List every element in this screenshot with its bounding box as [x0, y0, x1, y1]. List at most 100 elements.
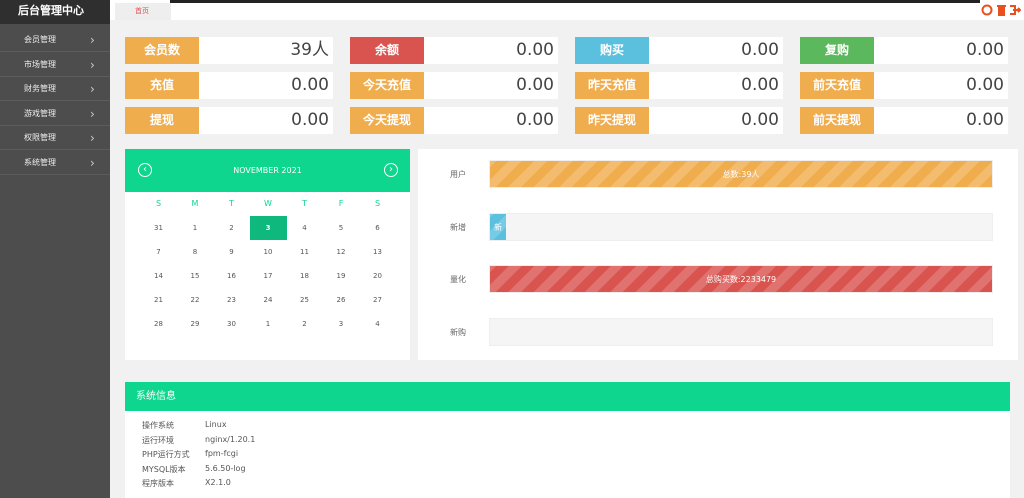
info-label: 运行环境: [142, 435, 174, 445]
calendar-day[interactable]: 4: [375, 320, 380, 328]
info-label: 程序版本: [142, 479, 174, 489]
calendar-day[interactable]: 9: [229, 248, 234, 256]
info-label: MYSQL版本: [142, 464, 186, 474]
calendar-day[interactable]: 10: [263, 248, 273, 256]
menu-item[interactable]: 会员管理: [0, 28, 110, 52]
info-value: 5.6.50-log: [205, 463, 246, 473]
weekday: W: [264, 199, 272, 208]
calendar-day[interactable]: 7: [156, 248, 161, 256]
progress-track: 总数:39人: [489, 160, 993, 188]
calendar-month: NOVEMBER 2021: [125, 149, 410, 192]
calendar-day[interactable]: 16: [227, 272, 236, 280]
progress-bar: 新: [490, 213, 506, 240]
calendar-day[interactable]: 1: [265, 320, 271, 328]
calendar-day[interactable]: 11: [300, 248, 309, 256]
progress-label: 量化: [450, 275, 466, 284]
menu-item[interactable]: 系统管理: [0, 151, 110, 175]
prev-month[interactable]: ‹: [138, 163, 152, 177]
progress-bar: 总数:39人: [490, 161, 992, 187]
stat-value: 0.00: [424, 72, 558, 99]
calendar-day[interactable]: 26: [336, 296, 346, 304]
calendar-day[interactable]: 22: [190, 296, 200, 304]
calendar-day[interactable]: 24: [263, 296, 273, 304]
calendar-day[interactable]: 6: [375, 224, 380, 232]
calendar-day[interactable]: 4: [302, 224, 307, 232]
info-value: fpm-fcgi: [205, 449, 239, 459]
exit-icon[interactable]: [1010, 5, 1021, 15]
info-value: X2.1.0: [205, 478, 231, 488]
calendar-day[interactable]: 3: [338, 320, 344, 328]
calendar-day[interactable]: 18: [300, 272, 309, 280]
calendar-day[interactable]: 12: [336, 248, 346, 256]
calendar-day[interactable]: 8: [192, 248, 198, 256]
stat-value: 39人: [199, 37, 333, 64]
weekday: F: [338, 199, 344, 208]
app-title: 后台管理中心: [0, 0, 110, 24]
stat-label: 会员数: [125, 37, 199, 64]
calendar-day[interactable]: 2: [229, 224, 234, 232]
calendar-day[interactable]: 25: [300, 296, 309, 304]
progress-label: 新增: [450, 222, 466, 232]
info-value: nginx/1.20.1: [205, 434, 256, 444]
info-label: 操作系统: [142, 421, 174, 430]
stat-label: 昨天提现: [575, 107, 649, 134]
stat-value: 0.00: [424, 37, 558, 64]
stat-value: 0.00: [649, 107, 783, 134]
stat-label: 提现: [125, 107, 199, 134]
calendar-day[interactable]: 17: [263, 272, 273, 280]
delete-icon-lid: [997, 5, 1006, 7]
info-label: PHP运行方式: [142, 450, 190, 460]
menu-item[interactable]: 财务管理: [0, 77, 110, 101]
calendar-day[interactable]: 29: [190, 320, 200, 328]
stat-value: 0.00: [649, 37, 783, 64]
progress-track: 新: [489, 212, 993, 241]
progress-track: [489, 317, 993, 346]
calendar-day[interactable]: 3: [249, 216, 287, 240]
menu-item[interactable]: 市场管理: [0, 53, 110, 77]
stat-label: 今天提现: [350, 107, 424, 134]
menu-item[interactable]: 游戏管理: [0, 102, 110, 126]
calendar-day[interactable]: 31: [154, 224, 163, 232]
calendar-day[interactable]: 21: [154, 296, 163, 304]
stat-label: 前天充值: [800, 72, 874, 99]
calendar-day[interactable]: 27: [373, 296, 382, 304]
calendar-day[interactable]: 5: [338, 224, 344, 232]
calendar-day[interactable]: 30: [227, 320, 236, 328]
stat-value: 0.00: [199, 72, 333, 99]
top-bar: [110, 0, 1024, 20]
calendar-day[interactable]: 15: [190, 272, 200, 280]
system-info-title: 系统信息: [125, 382, 1010, 411]
calendar-day[interactable]: 19: [336, 272, 346, 280]
weekday: S: [374, 199, 381, 208]
weekday: T: [302, 199, 307, 208]
delete-icon[interactable]: [998, 7, 1005, 16]
progress-bar: 总购买数:2233479: [490, 266, 992, 292]
stat-value: 0.00: [874, 72, 1008, 99]
stat-label: 今天充值: [350, 72, 424, 99]
progress-track: 总购买数:2233479: [489, 265, 993, 293]
stat-value: 0.00: [874, 107, 1008, 134]
calendar-day[interactable]: 23: [227, 296, 236, 304]
next-month[interactable]: ›: [384, 163, 398, 177]
weekday: T: [229, 199, 234, 208]
calendar-day[interactable]: 13: [373, 248, 382, 256]
stat-value: 0.00: [424, 107, 558, 134]
stat-label: 昨天充值: [575, 72, 649, 99]
toolbar-icons[interactable]: [981, 3, 1021, 17]
weekday: S: [155, 199, 162, 208]
calendar-day[interactable]: 1: [192, 224, 198, 232]
stat-value: 0.00: [874, 37, 1008, 64]
menu-item[interactable]: 权限管理: [0, 126, 110, 150]
calendar-day[interactable]: 14: [154, 272, 163, 280]
refresh-icon[interactable]: [981, 4, 993, 16]
calendar-day[interactable]: 28: [154, 320, 163, 328]
progress-label: 用户: [450, 170, 466, 179]
stat-value: 0.00: [649, 72, 783, 99]
calendar-day[interactable]: 2: [302, 320, 307, 328]
top-line: [170, 0, 980, 3]
stat-label: 复购: [800, 37, 874, 64]
calendar-day[interactable]: 20: [373, 272, 382, 280]
progress-label: 新购: [450, 327, 466, 337]
home-tab[interactable]: 首页: [115, 3, 171, 20]
